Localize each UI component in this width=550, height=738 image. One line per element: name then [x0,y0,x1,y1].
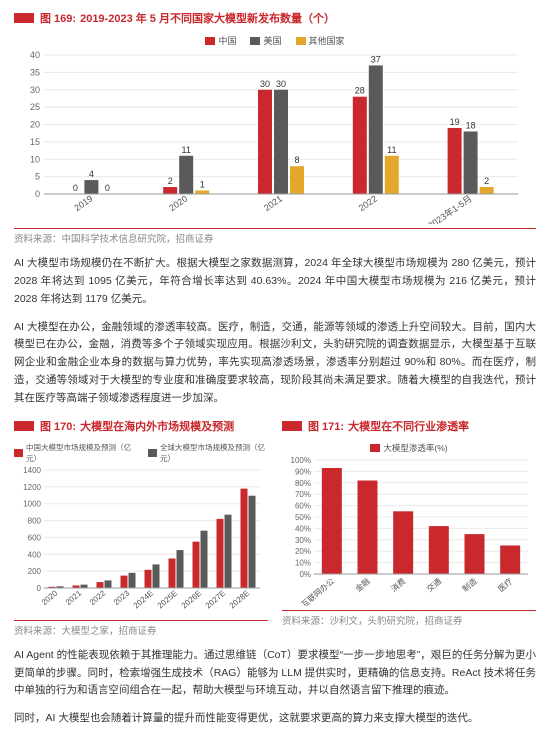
svg-text:2026E: 2026E [180,588,204,610]
svg-text:20: 20 [30,120,40,130]
svg-text:30: 30 [276,79,286,89]
legend-pen: 大模型渗透率(%) [383,442,447,454]
paragraph-3: AI Agent 的性能表现依赖于其推理能力。通过思维链（CoT）要求模型“一步… [14,647,536,701]
svg-text:30%: 30% [295,536,311,545]
svg-text:2020: 2020 [40,588,60,607]
legend-cn: 中国 [218,34,236,47]
svg-text:2023年1-5月: 2023年1-5月 [426,193,474,224]
fig171-label: 图 171: [308,418,344,434]
svg-text:19: 19 [450,117,460,127]
legend-cn-mkt: 中国大模型市场规模及预测（亿元） [26,442,134,464]
svg-text:2021: 2021 [64,588,84,607]
fig170-legend: 中国大模型市场规模及预测（亿元） 全球大模型市场规模及预测（亿元） [14,442,268,464]
fig171-svg: 0% 10% 20% 30% 40% 50% 60% 70% 80% 90% 100% 互联网办公金融… [282,456,532,606]
fig170-label: 图 170: [40,418,76,434]
svg-text:25: 25 [30,102,40,112]
svg-text:10: 10 [30,154,40,164]
fig170-source: 资料来源：大模型之家，招商证券 [14,620,268,637]
svg-text:0: 0 [105,183,110,193]
svg-text:400: 400 [28,550,42,559]
svg-text:制造: 制造 [460,576,479,594]
fig169-source: 资料来源：中国科学技术信息研究院，招商证券 [14,228,536,245]
svg-text:0: 0 [35,189,40,199]
svg-text:10%: 10% [295,558,311,567]
svg-text:100%: 100% [291,456,311,465]
accent-bar [282,421,302,431]
accent-bar [14,13,34,23]
svg-text:金融: 金融 [353,576,372,594]
fig169-svg: 0510152025303540040201921112020303082021… [14,49,524,224]
svg-text:70%: 70% [295,490,311,499]
svg-text:1400: 1400 [23,466,41,475]
svg-text:医疗: 医疗 [496,576,515,594]
fig170-col: 图 170: 大模型在海内外市场规模及预测 中国大模型市场规模及预测（亿元） 全… [14,418,268,637]
svg-text:0%: 0% [299,570,311,579]
svg-text:20%: 20% [295,547,311,556]
svg-text:30: 30 [260,79,270,89]
svg-text:交通: 交通 [424,576,443,594]
svg-text:40: 40 [30,50,40,60]
fig169-label: 图 169: [40,10,76,26]
svg-text:2028E: 2028E [228,588,252,610]
svg-text:18: 18 [466,120,476,130]
svg-text:2024E: 2024E [132,588,156,610]
svg-text:1000: 1000 [23,499,41,508]
source-prefix: 资料来源： [14,234,62,245]
svg-text:11: 11 [387,145,396,155]
legend-global-mkt: 全球大模型市场规模及预测（亿元） [160,442,268,464]
svg-text:35: 35 [30,67,40,77]
paragraph-2: AI 大模型在办公，金融领域的渗透率较高。医疗，制造，交通，能源等领域的渗透上升… [14,319,536,408]
svg-text:消费: 消费 [389,576,408,594]
svg-text:1: 1 [200,180,205,190]
source-text: 中国科学技术信息研究院，招商证券 [62,234,214,245]
two-col-row: 图 170: 大模型在海内外市场规模及预测 中国大模型市场规模及预测（亿元） 全… [14,418,536,637]
paragraph-4: 同时，AI 大模型也会随着计算量的提升而性能变得更优，这就要求更高的算力来支撑大… [14,710,536,728]
svg-text:800: 800 [28,516,42,525]
svg-text:8: 8 [294,155,299,165]
svg-text:1200: 1200 [23,483,41,492]
svg-text:2020: 2020 [167,193,189,213]
fig170-svg: 0200400600800100012001400202020212022202… [14,466,264,616]
svg-text:90%: 90% [295,467,311,476]
svg-text:30: 30 [30,85,40,95]
svg-text:37: 37 [371,54,381,64]
legend-other: 其他国家 [309,34,345,47]
svg-text:2019: 2019 [72,193,94,213]
svg-text:11: 11 [182,145,191,155]
svg-text:2: 2 [484,176,489,186]
svg-text:5: 5 [35,172,40,182]
svg-text:60%: 60% [295,501,311,510]
fig171-col: 图 171: 大模型在不同行业渗透率 大模型渗透率(%) 0% 10% 20% 30%… [282,418,536,637]
svg-text:2: 2 [168,176,173,186]
svg-text:2021: 2021 [262,193,284,213]
svg-text:2027E: 2027E [204,588,228,610]
fig170-title: 大模型在海内外市场规模及预测 [80,418,234,434]
svg-text:0: 0 [73,183,78,193]
svg-text:互联网办公: 互联网办公 [299,576,336,606]
legend-us: 美国 [263,34,281,47]
fig169-chart: 中国 美国 其他国家 05101520253035400402019211120… [14,30,536,226]
fig169-legend: 中国 美国 其他国家 [14,34,536,47]
svg-text:50%: 50% [295,513,311,522]
svg-text:40%: 40% [295,524,311,533]
svg-text:600: 600 [28,533,42,542]
svg-text:4: 4 [89,169,94,179]
fig171-legend: 大模型渗透率(%) [282,442,536,454]
fig169-header: 图 169: 2019-2023 年 5 月不同国家大模型新发布数量（个） [14,10,536,26]
svg-text:2025E: 2025E [156,588,180,610]
svg-text:0: 0 [37,584,42,593]
svg-text:2022: 2022 [357,193,379,213]
svg-text:80%: 80% [295,479,311,488]
svg-text:2023: 2023 [112,588,132,607]
svg-text:200: 200 [28,567,42,576]
fig171-source: 资料来源：沙利文，头豹研究院，招商证券 [282,610,536,627]
fig171-title: 大模型在不同行业渗透率 [348,418,469,434]
accent-bar [14,421,34,431]
svg-text:2022: 2022 [88,588,108,607]
svg-text:15: 15 [30,137,40,147]
svg-text:28: 28 [355,86,365,96]
paragraph-1: AI 大模型市场规模仍在不断扩大。根据大模型之家数据测算，2024 年全球大模型… [14,255,536,309]
fig169-title: 2019-2023 年 5 月不同国家大模型新发布数量（个） [80,10,335,26]
